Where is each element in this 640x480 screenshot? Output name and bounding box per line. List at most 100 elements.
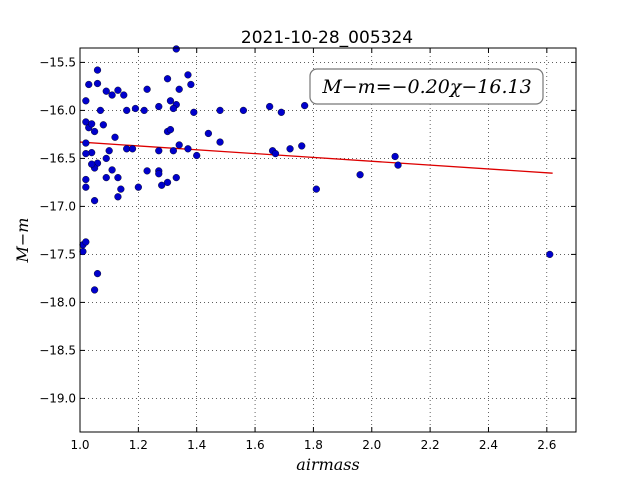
data-point [128, 145, 137, 153]
data-point [143, 167, 151, 175]
data-point [155, 147, 163, 155]
data-point [169, 104, 177, 113]
data-point [216, 138, 224, 146]
data-point [120, 91, 128, 99]
y-tick-label: −18.5 [39, 343, 76, 357]
data-point [175, 141, 183, 149]
data-point [90, 197, 99, 205]
chart-title: 2021-10-28_005324 [241, 28, 413, 48]
y-tick-label: −17.0 [39, 199, 76, 213]
data-point [312, 185, 320, 193]
y-tick-label: −16.5 [39, 151, 76, 165]
data-point [175, 85, 183, 93]
data-point [99, 121, 107, 129]
data-point [163, 178, 172, 187]
data-point [184, 71, 192, 79]
y-tick-label: −18.0 [39, 295, 76, 309]
data-point [239, 106, 247, 115]
data-point [143, 85, 151, 93]
data-point [266, 102, 274, 111]
data-point [90, 286, 99, 294]
x-tick-label: 2.2 [421, 438, 440, 452]
grid-lines [79, 48, 576, 432]
annotation-text: M−m=−0.20χ−16.13 [321, 76, 531, 98]
x-tick-label: 2.0 [362, 438, 381, 452]
data-point [391, 152, 399, 161]
data-point [172, 45, 180, 53]
data-point [82, 139, 90, 147]
data-point [88, 160, 96, 168]
data-point [93, 66, 102, 74]
data-point [298, 142, 306, 150]
data-point [394, 161, 402, 169]
data-point [172, 174, 180, 182]
x-tick-label: 1.6 [246, 438, 265, 452]
data-point [79, 247, 87, 256]
data-point [216, 106, 224, 115]
data-point [155, 102, 163, 111]
data-point [158, 181, 166, 189]
data-point [102, 174, 110, 182]
x-axis-label: airmass [296, 455, 359, 474]
data-point [82, 175, 90, 184]
y-axis-ticks: −15.5 −16.0 −16.5 −17.0 −17.5 −18.0 −18.5 −19.0 [39, 55, 576, 405]
annotation-box [309, 68, 544, 105]
data-point [88, 120, 96, 128]
y-tick-label: −16.0 [39, 103, 76, 117]
data-point [277, 108, 285, 116]
x-tick-label: 1.0 [70, 438, 89, 452]
data-point [114, 193, 122, 201]
data-point [108, 166, 116, 174]
data-point [140, 106, 148, 115]
data-point [111, 133, 119, 141]
data-point [102, 87, 110, 95]
fit-line [79, 141, 553, 174]
fit-line-group [79, 141, 553, 174]
data-point [134, 183, 142, 191]
data-points [79, 45, 554, 294]
data-point [193, 151, 201, 160]
data-point [546, 250, 554, 259]
data-point [93, 79, 102, 88]
data-point [82, 183, 90, 191]
data-point [85, 80, 93, 89]
y-tick-label: −17.5 [39, 247, 76, 261]
data-point [190, 108, 198, 116]
data-point [356, 171, 364, 179]
data-point [123, 106, 131, 115]
fit-annotation: M−m=−0.20χ−16.13 [309, 68, 544, 105]
data-point [117, 185, 125, 193]
x-tick-label: 2.6 [537, 438, 556, 452]
data-point [114, 86, 122, 94]
data-point [93, 270, 102, 278]
y-axis-label: M−m [13, 218, 32, 264]
data-point [204, 129, 212, 138]
data-point [105, 147, 113, 155]
data-point [166, 97, 175, 105]
x-tick-label: 1.2 [129, 438, 148, 452]
data-point [169, 147, 177, 155]
data-point [90, 127, 99, 136]
data-point [114, 174, 122, 182]
data-point [271, 150, 280, 158]
data-point [286, 145, 294, 153]
x-tick-label: 1.4 [187, 438, 206, 452]
plot-frame [79, 47, 577, 433]
data-point [82, 238, 90, 246]
data-point [108, 91, 116, 99]
y-tick-label: −15.5 [39, 55, 76, 69]
data-point [82, 150, 90, 158]
data-point [184, 145, 192, 153]
data-point [82, 97, 90, 105]
data-point [166, 126, 175, 134]
data-point [301, 101, 309, 110]
data-point [102, 154, 110, 163]
x-tick-label: 1.8 [304, 438, 323, 452]
data-point [187, 80, 195, 89]
data-point [163, 75, 172, 83]
y-tick-label: −19.0 [39, 391, 76, 405]
data-point [131, 104, 140, 113]
x-tick-label: 2.4 [479, 438, 498, 452]
data-point [155, 170, 163, 178]
